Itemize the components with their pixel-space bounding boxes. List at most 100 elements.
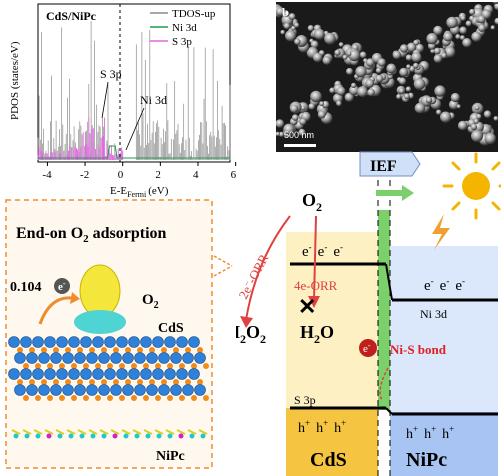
nipc-bond	[121, 429, 131, 435]
s3p-label: S 3p	[294, 393, 316, 407]
s-atom	[17, 347, 23, 353]
s-atom	[137, 347, 143, 353]
s-atom	[149, 347, 155, 353]
cd-atom	[98, 384, 110, 396]
cds-valence-region	[286, 408, 378, 476]
cd-atom	[8, 336, 20, 348]
cd-atom	[158, 352, 170, 364]
legend-label-tdos: TDOS-up	[172, 8, 216, 20]
s-atom	[119, 363, 125, 369]
lightning-icon	[432, 214, 450, 250]
s-atom	[53, 379, 59, 385]
s-atom	[203, 395, 209, 401]
s-atom	[47, 363, 53, 369]
sem-grain	[405, 54, 413, 61]
s-atom	[41, 347, 47, 353]
cds-slab	[8, 336, 209, 401]
cd-atom	[38, 384, 50, 396]
cd-atom	[68, 368, 80, 380]
sem-grain	[355, 66, 367, 78]
s-atom	[119, 395, 125, 401]
s-atom	[137, 379, 143, 385]
cd-atom	[140, 368, 152, 380]
cd-atom	[56, 336, 68, 348]
charge-density-o2	[79, 264, 121, 318]
cd-atom	[110, 352, 122, 364]
nipc-bond	[176, 429, 186, 435]
nipc-atom	[13, 433, 19, 439]
cd-atom	[116, 336, 128, 348]
sem-grain	[336, 86, 346, 96]
cd-atom	[56, 368, 68, 380]
sem-grain	[446, 16, 458, 29]
orr-2e-arrowhead	[240, 316, 253, 328]
s-atom	[197, 379, 203, 385]
sem-grain	[349, 85, 360, 96]
nipc-atom	[79, 433, 85, 439]
s-atom	[29, 347, 35, 353]
transfer-electron	[359, 339, 377, 357]
s-atom	[143, 363, 149, 369]
nipc-atom	[189, 433, 195, 439]
cd-atom	[134, 352, 146, 364]
cd-atom	[104, 336, 116, 348]
sem-grain	[413, 39, 419, 46]
s-atom	[179, 363, 185, 369]
s-atom	[131, 395, 137, 401]
s-atom	[149, 379, 155, 385]
cd-atom	[44, 336, 56, 348]
cd-atom	[188, 368, 200, 380]
band-cds-label: CdS	[310, 449, 347, 471]
sun-icon	[442, 152, 501, 220]
cd-atom	[80, 368, 92, 380]
sem-grain	[492, 2, 498, 4]
s-atom	[131, 363, 137, 369]
sem-grain	[406, 64, 411, 69]
sem-texture	[276, 2, 498, 146]
nipc-bond	[44, 429, 54, 435]
s-atom	[113, 347, 119, 353]
s-atom	[83, 363, 89, 369]
nipc-electrons: e-e-e-	[424, 276, 465, 294]
s-atom	[107, 395, 113, 401]
nipc-valence-region	[390, 412, 498, 476]
sem-grain	[443, 31, 453, 42]
sem-grain	[301, 105, 306, 111]
cd-atom	[92, 368, 104, 380]
sem-grain	[367, 88, 375, 97]
s-atom	[161, 379, 167, 385]
sem-grain	[351, 82, 357, 88]
s-atom	[77, 347, 83, 353]
h2o2-label: H2O2	[236, 322, 266, 346]
nipc-bond	[66, 429, 76, 435]
sem-grain	[455, 34, 461, 40]
h2o-label: H2O	[300, 322, 334, 346]
orr-4e-label: 4e-ORR	[294, 278, 338, 293]
sem-grain	[450, 92, 460, 103]
sem-grain	[336, 100, 342, 107]
sem-grain	[283, 11, 290, 17]
cd-atom	[182, 352, 194, 364]
sem-grain	[347, 51, 352, 56]
s-atom	[173, 347, 179, 353]
band-diagram: IEF O2 e-e-e- e-e-e- Ni 3d 2e−-ORR 4e-OR…	[236, 151, 501, 476]
sem-grain	[386, 63, 397, 74]
cd-atom	[14, 352, 26, 364]
cd-atom	[50, 352, 62, 364]
cd-atom	[74, 384, 86, 396]
sem-grain	[288, 13, 296, 20]
sem-grain	[477, 15, 486, 24]
band-nipc-label: NiPc	[406, 449, 447, 471]
sem-grain	[459, 26, 467, 35]
cd-atom	[158, 384, 170, 396]
s-atom	[77, 379, 83, 385]
cd-atom	[74, 352, 86, 364]
adsorption-title: End-on O2 adsorption	[16, 225, 167, 245]
s-atom	[167, 363, 173, 369]
sem-grain	[426, 33, 438, 45]
s-atom	[89, 379, 95, 385]
sem-grain	[283, 123, 295, 135]
cd-atom	[146, 352, 158, 364]
cd-atom	[62, 352, 74, 364]
sem-grain	[462, 38, 472, 48]
